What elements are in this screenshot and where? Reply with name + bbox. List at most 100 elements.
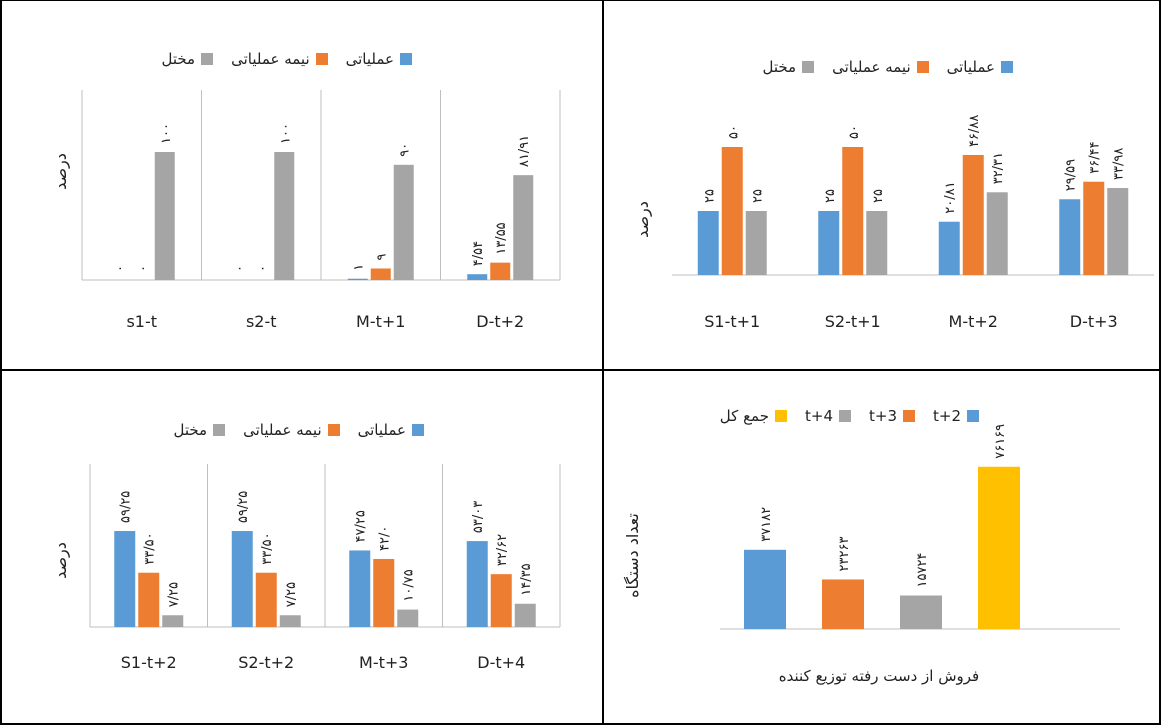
data-label: ۵۹/۲۵ (119, 491, 134, 523)
data-label: ۵۳/۰۳ (471, 501, 486, 533)
data-label: ۷/۲۵ (284, 582, 299, 607)
bar (986, 192, 1008, 275)
divider-horizontal (0, 369, 1161, 371)
bar (745, 211, 767, 275)
bar (978, 466, 1020, 629)
bar (842, 147, 864, 275)
data-label: ۸۱/۹۱ (517, 135, 532, 167)
legend-swatch-gray (839, 410, 851, 422)
data-label: ۱۴/۳۵ (519, 563, 534, 595)
category-label: M-t+3 (359, 653, 408, 672)
bar (397, 609, 419, 627)
legend-swatch-blue (967, 410, 979, 422)
data-label: ۳۷۱۸۲ (759, 507, 774, 542)
category-label: D-t+4 (477, 653, 525, 672)
data-label: ۵۰ (726, 125, 741, 139)
bar (513, 175, 534, 280)
data-label: ۲۵ (823, 189, 838, 203)
legend-label: مختل (173, 421, 208, 439)
legend-swatch-orange (916, 61, 929, 73)
chart-legend: عملیاتی نیمه عملیاتی مختل (762, 58, 1013, 76)
chart-svg: ۰ ۰ ۱۰۰ s1-t ۰ ۰ ۱۰۰ s2-t ۱ ۹ ۹۰ M-t+1 ۴/۵۴ ۱۳/۵۵ ۸۱/۹… (81, 90, 561, 331)
bar (938, 221, 960, 275)
data-label: ۳۳/۵۰ (260, 532, 275, 564)
data-label: ۴۷/۲۵ (354, 510, 369, 542)
legend-label: نیمه عملیاتی (243, 421, 322, 439)
data-label: ۹ (375, 253, 390, 260)
data-label: ۴۶/۸۸ (967, 115, 982, 147)
bar (514, 603, 536, 627)
legend-swatch-yellow (775, 410, 787, 422)
legend-swatch-blue (1001, 61, 1013, 73)
category-label: D-t+2 (476, 312, 524, 331)
bar (744, 549, 786, 629)
border-right (1159, 0, 1161, 725)
chart-svg: ۳۷۱۸۲ ۲۳۲۶۳ ۱۵۷۲۴ ۷۶۱۶۹ (720, 424, 1120, 630)
chart-legend: عملیاتی نیمه عملیاتی مختل (161, 50, 412, 68)
legend-item-disrupted: مختل (173, 421, 226, 439)
legend-item-total: جمع کل (720, 407, 787, 425)
data-label: ۲۳۲۶۳ (837, 537, 852, 572)
category-label: M-t+2 (949, 312, 998, 331)
legend-swatch-gray (802, 61, 815, 73)
chart-panel-top-left: عملیاتی نیمه عملیاتی مختل درصد ۰ ۰ ۱۰۰ s1-t… (0, 0, 602, 369)
data-label: ۱۰۰ (159, 123, 174, 144)
category-label: M-t+1 (356, 312, 405, 331)
bar (231, 531, 253, 627)
chart-panel-top-right: عملیاتی نیمه عملیاتی مختل درصد ۲۵ ۵۰ ۲۵ S1-… (604, 0, 1159, 369)
data-label: ۰ (136, 265, 151, 272)
category-label: S1-t+2 (121, 653, 177, 672)
border-top (0, 0, 1161, 1)
legend-label: عملیاتی (946, 58, 995, 76)
x-axis-title: فروش از دست رفته توزیع کننده (778, 667, 980, 685)
data-label: ۱۰۰ (278, 123, 293, 144)
category-label: D-t+3 (1070, 312, 1118, 331)
data-label: ۳۲/۶۲ (495, 534, 510, 566)
data-label: ۳۲/۳۱ (991, 152, 1006, 184)
bar (1083, 181, 1105, 275)
data-label: ۲۵ (702, 189, 717, 203)
category-label: s2-t (246, 312, 277, 331)
data-label: ۷/۲۵ (167, 582, 182, 607)
bar (467, 274, 488, 280)
data-label: ۳۳/۵۰ (143, 532, 158, 564)
legend-label: t+3 (869, 407, 897, 425)
legend-item-operational: عملیاتی (346, 50, 412, 68)
data-label: ۴۲/۰ (378, 526, 393, 551)
data-label: ۲۰/۸۱ (943, 181, 958, 213)
legend-item-disrupted: مختل (762, 58, 815, 76)
bar (490, 262, 511, 280)
category-label: S2-t+2 (238, 653, 294, 672)
bar (866, 211, 888, 275)
legend-item-operational: عملیاتی (358, 421, 424, 439)
data-label: ۹۰ (398, 143, 413, 157)
divider-vertical (602, 0, 604, 725)
legend-label: عملیاتی (345, 50, 394, 68)
bar (962, 154, 984, 275)
chart-panel-bottom-left: عملیاتی نیمه عملیاتی مختل درصد ۵۹/۲۵ ۳۳/۵… (0, 371, 602, 723)
bar (347, 278, 368, 280)
chart-svg: ۵۹/۲۵ ۳۳/۵۰ ۷/۲۵ S1-t+2 ۵۹/۲۵ ۳۳/۵۰ ۷/۲۵ S2-t+2… (89, 464, 561, 672)
legend-swatch-gray (201, 53, 214, 65)
data-label: ۲۵ (750, 189, 765, 203)
border-bottom (0, 723, 1161, 725)
data-label: ۰ (232, 265, 247, 272)
legend-label: t+4 (805, 407, 833, 425)
bar (255, 572, 277, 627)
chart-legend: t+2 t+3 t+4 جمع کل (720, 407, 979, 425)
legend-swatch-gray (213, 424, 226, 436)
legend-label: t+2 (933, 407, 961, 425)
bar (349, 550, 371, 627)
data-label: ۴/۵۴ (471, 241, 486, 266)
data-label: ۵۰ (847, 125, 862, 139)
bar (373, 558, 395, 627)
legend-item-operational: عملیاتی (947, 58, 1013, 76)
legend-label: نیمه عملیاتی (832, 58, 911, 76)
legend-label: نیمه عملیاتی (231, 50, 310, 68)
legend-swatch-blue (400, 53, 412, 65)
legend-label: جمع کل (719, 407, 769, 425)
bar (279, 615, 301, 627)
legend-swatch-orange (327, 424, 340, 436)
data-label: ۲۵ (871, 189, 886, 203)
